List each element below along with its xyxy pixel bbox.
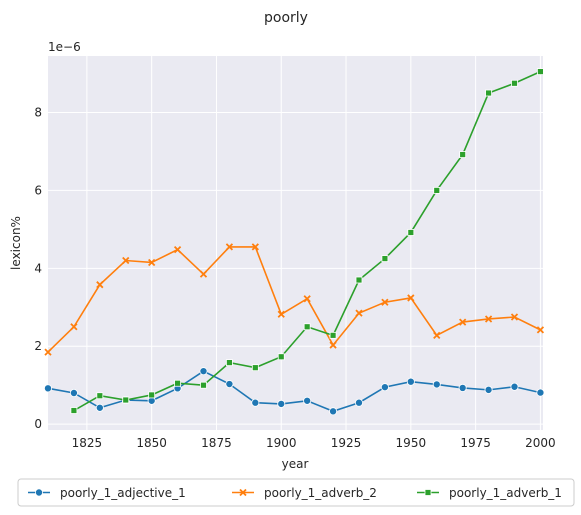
y-tick-label: 4: [34, 261, 42, 275]
data-point: [303, 396, 312, 405]
legend-marker: [35, 488, 44, 497]
data-point: [433, 187, 441, 194]
data-point: [96, 281, 104, 289]
data-point: [407, 294, 415, 302]
data-point: [277, 310, 285, 318]
data-point: [96, 392, 104, 400]
data-point: [510, 382, 519, 391]
data-point: [173, 245, 182, 254]
x-tick-label: 1950: [396, 436, 427, 450]
legend-label: poorly_1_adverb_1: [449, 486, 562, 500]
data-point: [406, 377, 415, 386]
series-poorly_1_adverb_1: [70, 68, 544, 414]
data-point: [70, 407, 78, 414]
data-point: [95, 403, 104, 412]
data-point: [458, 383, 467, 392]
data-point: [329, 331, 337, 339]
legend-item: poorly_1_adverb_1: [417, 486, 562, 500]
data-point: [148, 391, 156, 399]
data-point: [251, 398, 260, 407]
y-offset-label: 1e−6: [48, 40, 81, 54]
legend-item: poorly_1_adverb_2: [232, 486, 377, 500]
x-tick-label: 1975: [460, 436, 491, 450]
data-point: [536, 388, 545, 397]
x-tick-label: 1900: [266, 436, 297, 450]
grid-lines: [48, 56, 543, 430]
data-point: [277, 353, 285, 361]
data-point: [380, 383, 389, 392]
series-layer: [44, 68, 545, 416]
data-point: [199, 270, 208, 278]
data-point: [277, 399, 286, 408]
data-point: [407, 229, 415, 236]
x-tick-labels: 1825 1850 1875 1900 1925 1950 1975 2000: [72, 436, 556, 450]
data-point: [433, 331, 441, 339]
legend-label: poorly_1_adjective_1: [60, 486, 186, 500]
legend: poorly_1_adjective_1 poorly_1_adverb_2 poo…: [17, 478, 575, 507]
data-point: [354, 398, 363, 407]
x-tick-label: 1825: [72, 436, 103, 450]
x-tick-label: 2000: [525, 436, 556, 450]
data-point: [225, 380, 234, 389]
data-point: [70, 323, 78, 331]
y-tick-labels: 0 2 4 6 8: [34, 105, 42, 431]
data-point: [511, 79, 518, 87]
y-tick-label: 0: [34, 417, 42, 431]
data-point: [200, 381, 207, 389]
data-point: [199, 367, 208, 376]
x-tick-label: 1925: [331, 436, 362, 450]
data-point: [536, 326, 545, 334]
legend-frame: [17, 478, 575, 507]
plot-area: [48, 56, 543, 430]
data-point: [484, 385, 493, 394]
y-tick-label: 2: [34, 339, 42, 353]
data-point: [485, 89, 492, 97]
y-axis-label: lexicon%: [9, 216, 23, 270]
y-tick-label: 6: [34, 183, 42, 197]
data-point: [459, 318, 467, 326]
data-point: [329, 407, 338, 416]
data-point: [303, 323, 311, 331]
x-tick-label: 1850: [136, 436, 167, 450]
data-point: [251, 364, 259, 372]
legend-marker: [239, 488, 247, 497]
data-point: [459, 151, 467, 158]
data-point: [148, 258, 156, 267]
data-point: [381, 255, 389, 262]
data-point: [251, 243, 259, 251]
series-line: [47, 370, 541, 413]
data-point: [226, 359, 233, 367]
series-poorly_1_adjective_1: [44, 367, 545, 416]
data-point: [44, 384, 53, 393]
data-point: [510, 313, 519, 321]
data-point: [537, 68, 544, 75]
data-point: [44, 348, 52, 356]
y-tick-label: 8: [34, 105, 42, 119]
data-point: [122, 396, 130, 404]
legend-label: poorly_1_adverb_2: [264, 486, 377, 500]
legend-item: poorly_1_adjective_1: [28, 486, 186, 500]
legend-marker: [424, 489, 432, 496]
data-point: [69, 388, 78, 397]
data-point: [122, 256, 130, 265]
data-point: [355, 276, 363, 284]
data-point: [484, 315, 493, 323]
data-point: [432, 380, 441, 389]
series-poorly_1_adverb_2: [44, 243, 545, 356]
x-axis-label: year: [282, 457, 309, 471]
series-line: [47, 246, 541, 353]
data-point: [381, 298, 389, 306]
data-point: [225, 243, 234, 251]
data-point: [174, 379, 181, 387]
data-point: [329, 341, 337, 349]
data-point: [303, 295, 311, 303]
chart-title: poorly: [264, 10, 308, 26]
x-tick-label: 1875: [201, 436, 232, 450]
data-point: [355, 309, 363, 317]
